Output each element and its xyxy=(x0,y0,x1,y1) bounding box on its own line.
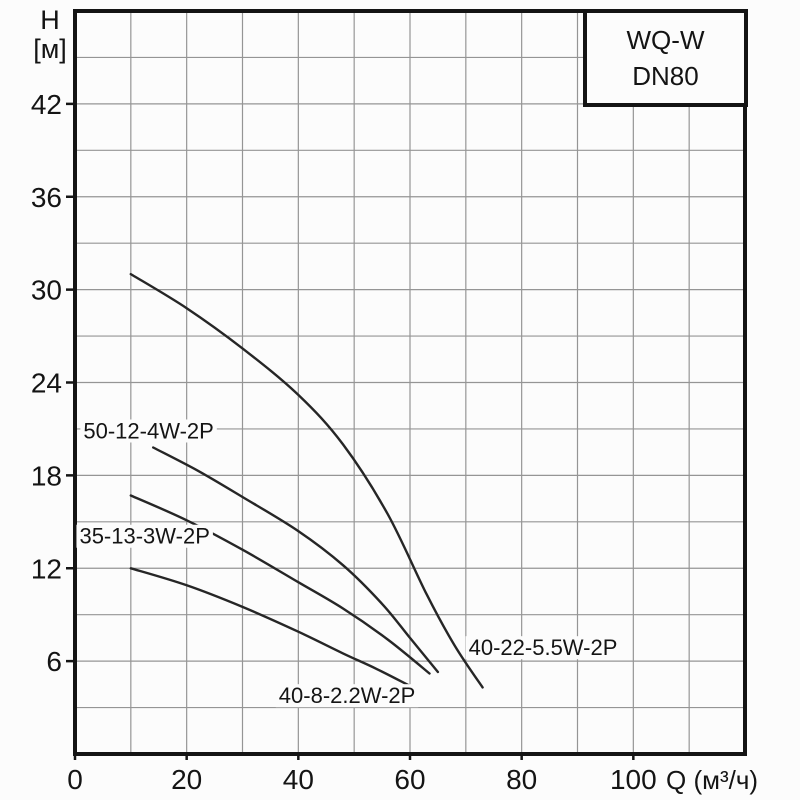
curve-label-halo xyxy=(80,419,217,443)
model-series-name: WQ-W xyxy=(626,25,705,55)
curve-40-22-5.5W-2P xyxy=(129,272,484,689)
x-tick-label: 80 xyxy=(506,764,537,795)
curve-label-halo xyxy=(275,684,419,708)
curve-label-35-13-3W-2P: 35-13-3W-2P xyxy=(79,524,209,549)
y-axis-title-unit: [м] xyxy=(33,34,67,64)
y-tick-label: 6 xyxy=(46,646,62,677)
curve-label-halo xyxy=(465,636,621,660)
y-tick-label: 30 xyxy=(31,275,62,306)
curve-label-group-50-12-4W-2P: 50-12-4W-2P xyxy=(80,418,217,443)
y-tick-label: 42 xyxy=(31,89,62,120)
grid-lines xyxy=(75,11,745,754)
y-tick-label: 36 xyxy=(31,182,62,213)
x-tick-label: 0 xyxy=(67,764,83,795)
curve-label-40-8-2.2W-2P: 40-8-2.2W-2P xyxy=(279,683,416,708)
curve-50-12-4W-2P xyxy=(152,446,440,674)
curve-label-group-40-22-5.5W-2P: 40-22-5.5W-2P xyxy=(465,635,621,660)
x-tick-label: 100 xyxy=(610,764,657,795)
y-axis-title: H [м] xyxy=(24,6,76,64)
x-tick-label: 60 xyxy=(394,764,425,795)
x-tick-label: 40 xyxy=(283,764,314,795)
y-tick-label: 24 xyxy=(31,368,62,399)
curve-label-group-40-8-2.2W-2P: 40-8-2.2W-2P xyxy=(275,683,419,708)
x-tick-labels: 0 20 40 60 80 100 xyxy=(67,764,656,795)
curve-label-group-35-13-3W-2P: 35-13-3W-2P xyxy=(76,524,213,549)
y-tick-label: 18 xyxy=(31,460,62,491)
curve-label-halo xyxy=(76,524,213,548)
curve-35-13-3W-2P xyxy=(129,494,431,675)
axis-ticks xyxy=(66,102,635,760)
curve-label-50-12-4W-2P: 50-12-4W-2P xyxy=(83,418,213,443)
curve-label-40-22-5.5W-2P: 40-22-5.5W-2P xyxy=(469,635,618,660)
y-tick-labels: 6 12 18 24 30 36 42 xyxy=(31,89,62,677)
x-axis-title: Q (м³/ч) xyxy=(666,765,759,795)
curve-40-8-2.2W-2P xyxy=(129,567,412,688)
x-tick-label: 20 xyxy=(171,764,202,795)
y-tick-label: 12 xyxy=(31,553,62,584)
model-flange-size: DN80 xyxy=(632,61,699,91)
model-title-box: WQ-W DN80 xyxy=(583,9,748,107)
y-axis-title-symbol: H xyxy=(40,5,60,35)
